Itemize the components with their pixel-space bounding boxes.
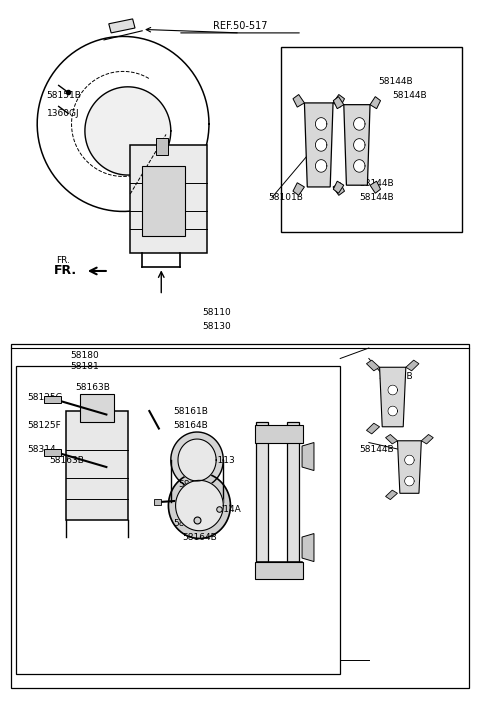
Polygon shape [293,183,304,195]
Text: FR.: FR. [54,264,77,278]
Text: 58113: 58113 [206,456,235,465]
Polygon shape [385,490,397,500]
Polygon shape [380,367,406,427]
Polygon shape [171,432,223,488]
Bar [44,449,61,456]
Text: 1360GJ: 1360GJ [47,109,79,118]
Polygon shape [176,480,223,531]
Text: 58180: 58180 [71,351,99,359]
Polygon shape [315,138,327,151]
Polygon shape [354,160,365,172]
Text: 58314: 58314 [28,445,56,454]
Polygon shape [405,476,414,486]
Polygon shape [421,434,433,444]
Text: 58125F: 58125F [28,420,61,430]
Polygon shape [370,181,381,193]
Bar [281,47,462,233]
Polygon shape [370,96,381,109]
Text: 58163B: 58163B [75,383,110,392]
Polygon shape [333,96,344,109]
Polygon shape [354,117,365,130]
Polygon shape [293,94,304,107]
Text: 58125C: 58125C [28,392,62,401]
Text: 58110: 58110 [202,309,230,318]
Text: 58181: 58181 [71,363,99,371]
Polygon shape [85,86,171,175]
Polygon shape [333,183,345,195]
Text: 58144B: 58144B [360,193,394,202]
Bar [287,422,299,562]
Bar [256,422,268,562]
Text: REF.50-517: REF.50-517 [213,21,267,31]
Bar [80,394,114,422]
Text: 58151B: 58151B [47,91,82,101]
Text: 58161B: 58161B [173,406,208,415]
Bar [11,344,469,688]
Polygon shape [178,439,216,481]
Polygon shape [315,117,327,130]
Text: 58114A: 58114A [206,505,241,514]
Bar [156,138,168,155]
Text: 58164B: 58164B [183,533,217,541]
Polygon shape [168,472,230,538]
Polygon shape [366,423,380,434]
Polygon shape [406,360,419,370]
Polygon shape [302,442,314,470]
Polygon shape [354,138,365,151]
Text: 58144B: 58144B [360,445,394,454]
Bar [44,396,61,404]
Polygon shape [366,360,380,370]
Bar [66,411,128,520]
Text: FR.: FR. [56,256,70,265]
Polygon shape [333,181,344,193]
Bar [255,425,303,442]
Polygon shape [302,534,314,562]
Polygon shape [385,434,397,444]
Text: 58112: 58112 [178,480,206,489]
Bar [255,562,303,579]
Text: 58162B: 58162B [173,519,208,527]
Polygon shape [333,94,345,107]
Polygon shape [397,441,421,494]
Polygon shape [304,103,333,187]
Bar [142,166,185,236]
Text: 58101B: 58101B [269,193,303,202]
Text: 58163B: 58163B [49,456,84,465]
Polygon shape [344,105,370,185]
Text: 58144B: 58144B [393,91,427,101]
Text: 58144B: 58144B [360,179,394,188]
Bar [130,145,206,254]
Text: 58130: 58130 [202,323,230,332]
Polygon shape [109,19,135,33]
Polygon shape [405,455,414,465]
Bar [16,366,340,673]
Bar [154,498,161,505]
Text: 58144B: 58144B [378,371,413,380]
Polygon shape [388,406,397,416]
Polygon shape [315,160,327,172]
Polygon shape [388,385,397,395]
Text: 58164B: 58164B [173,420,208,430]
Text: 58144B: 58144B [378,77,413,86]
